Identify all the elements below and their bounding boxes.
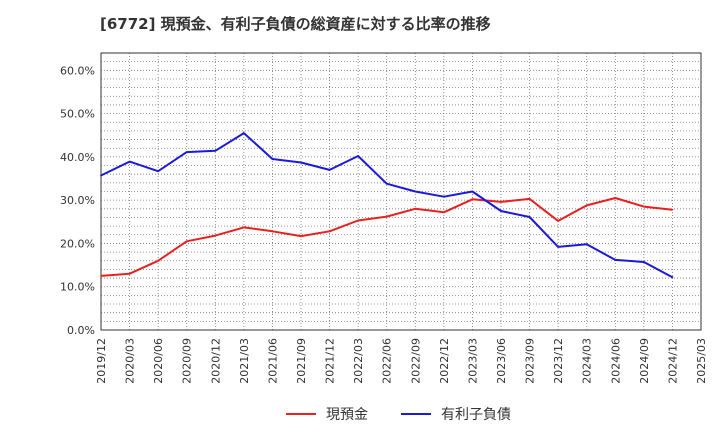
data-point-1 [128,160,131,163]
data-point-0 [328,230,331,233]
legend-swatch-debt [401,413,431,415]
x-tick-label: 2024/06 [609,338,622,384]
x-tick-label: 2021/03 [238,338,251,384]
data-point-0 [128,272,131,275]
legend-swatch-cash [286,413,316,415]
data-point-0 [357,219,359,222]
data-point-0 [471,198,474,201]
data-point-0 [414,208,417,210]
data-point-0 [643,205,645,208]
data-point-0 [157,259,159,262]
data-point-1 [300,161,302,164]
data-point-0 [214,234,217,237]
x-tick-label: 2024/03 [581,338,594,384]
x-tick-label: 2024/09 [638,338,651,384]
data-point-0 [385,215,388,218]
data-point-0 [528,198,531,200]
data-point-1 [414,190,417,193]
x-tick-label: 2021/12 [324,338,337,384]
data-point-1 [157,170,159,172]
data-point-0 [614,197,617,199]
y-tick-label: 0.0% [67,324,95,337]
x-tick-label: 2022/06 [381,338,394,384]
data-point-0 [300,235,302,237]
data-point-1 [528,216,531,218]
x-tick-label: 2020/12 [209,338,222,384]
data-point-1 [471,190,474,193]
data-point-0 [100,275,102,277]
y-tick-label: 20.0% [60,237,95,250]
y-tick-label: 50.0% [60,108,95,121]
data-point-1 [214,150,217,152]
data-point-1 [557,246,559,248]
x-tick-label: 2021/09 [295,338,308,384]
data-point-1 [357,155,359,157]
legend: 現預金 有利子負債 [0,404,720,428]
x-tick-label: 2025/03 [695,338,708,384]
data-point-1 [585,243,588,246]
y-tick-label: 40.0% [60,151,95,164]
x-tick-label: 2022/09 [409,338,422,384]
x-tick-label: 2021/06 [266,338,279,384]
x-tick-label: 2020/03 [124,338,137,384]
x-tick-label: 2023/12 [552,338,565,384]
y-tick-label: 60.0% [60,64,95,77]
data-point-1 [328,169,331,171]
x-tick-label: 2020/09 [181,338,194,384]
series-layer [100,132,674,279]
grid [101,53,701,330]
x-tick-label: 2023/03 [466,338,479,384]
plot-frame [100,52,702,331]
data-point-1 [243,132,245,134]
legend-item-debt: 有利子負債 [401,404,511,424]
x-tick-label: 2022/03 [352,338,365,384]
x-tick-label: 2023/09 [524,338,537,384]
data-point-0 [271,230,274,233]
data-point-0 [185,240,188,243]
x-tick-label: 2024/12 [666,338,679,384]
y-tick-label: 30.0% [60,194,95,207]
legend-label-cash: 現預金 [326,407,368,423]
x-tick-label: 2020/06 [152,338,165,384]
x-tick-label: 2022/12 [438,338,451,384]
data-point-0 [557,220,559,222]
chart-title: [6772] 現預金、有利子負債の総資産に対する比率の推移 [100,15,491,33]
y-tick-label: 10.0% [60,281,95,294]
axes [100,52,702,331]
data-point-1 [271,158,274,160]
data-point-1 [614,259,617,261]
data-point-0 [443,211,445,214]
data-point-0 [500,201,502,203]
data-point-1 [643,261,645,263]
data-point-0 [671,208,674,211]
data-point-1 [671,276,674,278]
data-point-1 [443,195,445,198]
data-point-0 [585,204,588,207]
legend-label-debt: 有利子負債 [441,407,511,423]
x-tick-label: 2023/06 [495,338,508,384]
data-point-0 [243,226,245,229]
data-point-1 [385,182,388,185]
data-point-1 [185,151,188,153]
y-tick-labels: 0.0% 10.0% 20.0% 30.0% 40.0% 50.0% 60.0% [60,64,95,337]
legend-item-cash: 現預金 [286,404,368,424]
x-tick-labels: 2019/12 2020/03 2020/06 2020/09 2020/12 2021/… [95,338,708,384]
data-point-1 [100,174,102,177]
data-point-1 [500,210,502,212]
x-tick-label: 2019/12 [95,338,108,384]
